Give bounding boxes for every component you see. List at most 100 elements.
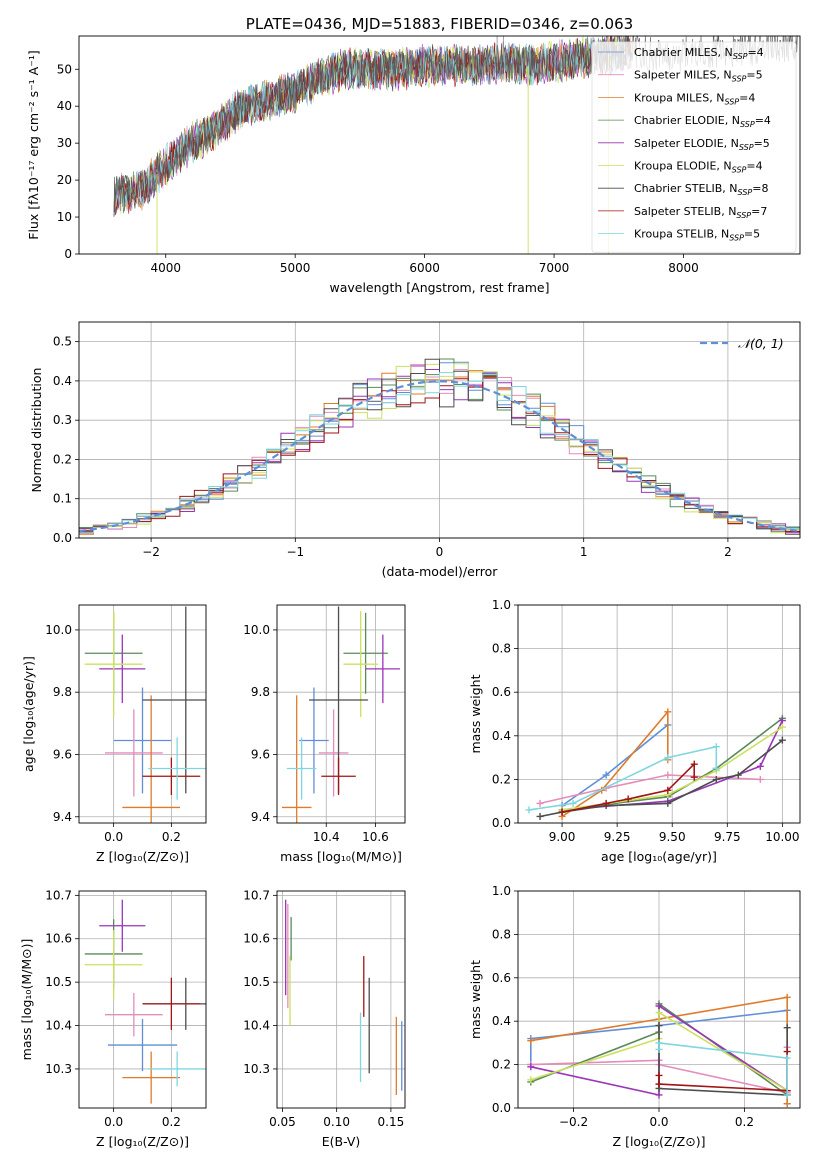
age-weight-lines (525, 708, 786, 820)
legend-entry-kroupa_miles: Kroupa MILES, NSSP=4 (634, 91, 755, 106)
spectrum-xtick-label: 7000 (539, 261, 570, 275)
mass-age-ytick-label: 9.8 (251, 685, 270, 699)
z-weight-ytick-label: 1.0 (492, 884, 511, 898)
z-weight-marker-kroupa_stelib (655, 1039, 663, 1047)
spectrum-lines (113, 36, 798, 254)
age-weight-ytick-label: 0.4 (492, 729, 511, 743)
z-mass-ytick-label: 10.4 (45, 1019, 72, 1033)
ebv-mass-ytick-label: 10.7 (243, 888, 270, 902)
legend-entry-chabrier_stelib: Chabrier STELIB, NSSP=8 (634, 182, 768, 197)
age-weight-marker-salpeter_elodie (756, 762, 764, 770)
z-mass-ytick-label: 10.6 (45, 932, 72, 946)
age-weight-marker-salpeter_stelib (664, 786, 672, 794)
age-weight-xtick-label: 9.00 (549, 830, 576, 844)
age-weight-xlabel: age [log₁₀(age/yr)] (601, 849, 717, 864)
z-mass-ytick-label: 10.5 (45, 975, 72, 989)
legend-entry-kroupa_stelib: Kroupa STELIB, NSSP=5 (634, 228, 760, 243)
ebv-mass-ytick-label: 10.5 (243, 975, 270, 989)
z-weight-marker-chabrier_stelib (655, 1022, 663, 1030)
age-weight-ytick-label: 0.6 (492, 685, 511, 699)
age-weight-marker-kroupa_stelib (569, 799, 577, 807)
age-weight-marker-salpeter_elodie (778, 717, 786, 725)
spectrum-xtick-label: 4000 (150, 261, 181, 275)
legend-entry-chabrier_miles: Chabrier MILES, NSSP=4 (634, 46, 764, 61)
z-age-points (84, 606, 206, 823)
spectrum-model-chabrier_stelib (113, 36, 632, 216)
age-weight-marker-salpeter_stelib (558, 808, 566, 816)
z-weight-marker-salpeter_elodie (655, 1002, 663, 1010)
spectrum-ytick-label: 10 (57, 210, 72, 224)
mass-age-xtick-label: 10.6 (362, 830, 389, 844)
z-weight-xtick-label: −0.2 (559, 1115, 588, 1129)
z-age-ytick-label: 9.6 (53, 747, 72, 761)
z-weight-ylabel: mass weight (468, 960, 483, 1039)
age-weight-marker-salpeter_stelib (690, 773, 698, 781)
z-weight-marker-salpeter_stelib (655, 1071, 663, 1079)
age-weight-frame (517, 604, 801, 824)
age-weight-ytick-label: 0.0 (492, 816, 511, 830)
ebv-mass-ytick-label: 10.3 (243, 1062, 270, 1076)
spectrum-xtick-label: 6000 (409, 261, 440, 275)
age-weight-marker-salpeter_miles (664, 771, 672, 779)
ebv-mass-frame (276, 890, 406, 1109)
legend-entry-salpeter_miles: Salpeter MILES, NSSP=5 (634, 69, 763, 84)
z-mass-frame (78, 890, 207, 1109)
spectrum-ylabel: Flux [fλ10⁻¹⁷ erg cm⁻² s⁻¹ A⁻¹] (26, 50, 41, 239)
z-mass-ytick-label: 10.7 (45, 888, 72, 902)
residuals-ylabel: Normed distribution (29, 368, 44, 493)
spectrum-legend-box (591, 41, 797, 253)
age-weight-line-salpeter_miles (539, 774, 761, 805)
mass-age-frame (276, 604, 406, 824)
z-weight-marker-chabrier_stelib (783, 1024, 791, 1032)
z-weight-marker-kroupa_elodie (527, 1076, 535, 1084)
z-weight-marker-kroupa_stelib (783, 1091, 791, 1099)
z-weight-marker-salpeter_stelib (783, 1048, 791, 1056)
ebv-mass-xtick-label: 0.15 (378, 1115, 405, 1129)
age-weight-ylabel: mass weight (468, 674, 483, 753)
age-weight-marker-salpeter_stelib (624, 795, 632, 803)
z-weight-xtick-label: 0.2 (735, 1115, 754, 1129)
z-weight-marker-kroupa_miles (527, 1037, 535, 1045)
legend-entry-salpeter_elodie: Salpeter ELODIE, NSSP=5 (634, 137, 770, 152)
spectrum-title: PLATE=0436, MJD=51883, FIBERID=0346, z=0… (246, 15, 633, 33)
z-mass-ytick-label: 10.3 (45, 1062, 72, 1076)
mass-age-xtick-label: 10.4 (313, 830, 340, 844)
residuals-ytick-label: 0.1 (53, 492, 72, 506)
z-age-ytick-label: 10.0 (45, 623, 72, 637)
age-weight-marker-kroupa_stelib (712, 743, 720, 751)
z-weight-frame (517, 890, 801, 1109)
ebv-mass-ytick-label: 10.4 (243, 1019, 270, 1033)
age-weight-ytick-label: 1.0 (492, 598, 511, 612)
spectrum-xlabel: wavelength [Angstrom, rest frame] (329, 280, 549, 295)
z-weight-ytick-label: 0.2 (492, 1058, 511, 1072)
age-weight-ytick-label: 0.2 (492, 772, 511, 786)
age-weight-line-kroupa_miles (561, 709, 669, 818)
z-weight-marker-kroupa_miles (783, 1100, 791, 1108)
z-weight-marker-kroupa_elodie (655, 1009, 663, 1017)
z-age-ytick-label: 9.8 (53, 685, 72, 699)
mass-age-ytick-label: 9.4 (251, 810, 270, 824)
age-weight-marker-chabrier_stelib (664, 799, 672, 807)
z-weight-ytick-label: 0.6 (492, 971, 511, 985)
z-weight-xtick-label: 0.0 (649, 1115, 668, 1129)
age-weight-xtick-label: 9.50 (659, 830, 686, 844)
residuals-xtick-label: −2 (142, 545, 160, 559)
age-weight-marker-kroupa_stelib (712, 765, 720, 772)
gaussian-legend-label: 𝒩(0, 1) (738, 336, 784, 351)
age-weight-marker-salpeter_stelib (602, 799, 610, 807)
z-weight-ytick-label: 0.0 (492, 1101, 511, 1115)
age-weight-marker-chabrier_stelib (778, 736, 786, 744)
age-weight-marker-chabrier_stelib (712, 775, 720, 783)
residuals-xlabel: (data-model)/error (382, 564, 499, 579)
z-mass-xlabel: Z [log₁₀(Z/Z⊙)] (96, 1134, 189, 1149)
spectrum-frame (78, 35, 801, 255)
z-weight-xlabel: Z [log₁₀(Z/Z⊙)] (613, 1134, 706, 1149)
residuals-xtick-label: −1 (286, 545, 304, 559)
residuals-frame (78, 321, 801, 539)
age-weight-marker-salpeter_stelib (690, 760, 698, 768)
age-weight-marker-chabrier_stelib (536, 812, 544, 820)
residuals-xtick-label: 2 (724, 545, 732, 559)
z-weight-ytick-label: 0.4 (492, 1014, 511, 1028)
residuals-xtick-label: 1 (580, 545, 588, 559)
spectrum-ytick-label: 30 (57, 136, 72, 150)
